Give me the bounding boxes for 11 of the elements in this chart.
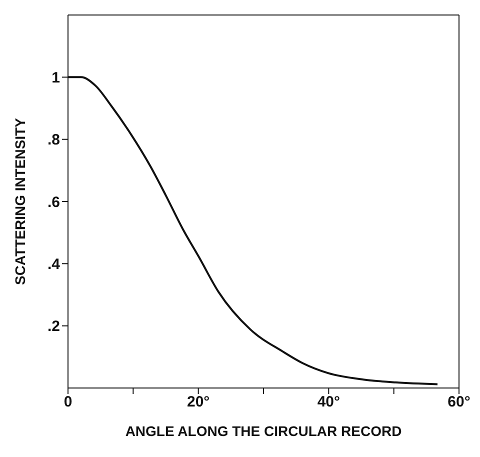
y-axis-title: SCATTERING INTENSITY: [12, 117, 28, 285]
x-tick-label: 0: [64, 394, 72, 411]
x-axis-title: ANGLE ALONG THE CIRCULAR RECORD: [125, 423, 402, 439]
x-tick-label: 20°: [186, 394, 210, 411]
y-tick-label: .8: [47, 132, 60, 149]
y-tick-label: .2: [47, 318, 60, 336]
x-tick-label: 60°: [448, 394, 470, 411]
y-tick-label: .6: [47, 194, 60, 211]
y-tick-label: 1: [52, 69, 60, 86]
x-tick-label: 40°: [317, 394, 340, 411]
y-tick-label: .4: [47, 256, 61, 273]
